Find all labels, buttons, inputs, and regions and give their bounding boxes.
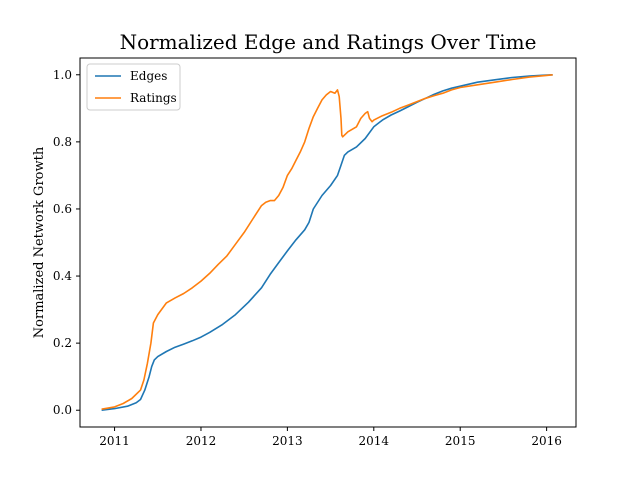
chart-title: Normalized Edge and Ratings Over Time (120, 30, 537, 54)
y-tick-label: 0.8 (53, 135, 72, 149)
y-tick-label: 0.4 (53, 269, 72, 283)
plot-frame (79, 57, 577, 428)
x-tick-label: 2014 (359, 434, 390, 448)
series-layer (101, 74, 553, 411)
x-tick-label: 2011 (99, 434, 130, 448)
y-tick-label: 1.0 (53, 68, 72, 82)
x-tick-label: 2016 (531, 434, 562, 448)
x-tick-label: 2015 (445, 434, 476, 448)
y-tick-label: 0.2 (53, 336, 72, 350)
series-line-ratings (101, 74, 553, 410)
y-tick-label: 0.6 (53, 202, 72, 216)
x-tick-label: 2013 (272, 434, 303, 448)
axis-ticks: 2011 2012 2013 2014 2015 2016 0.0 0.2 0.4 0.6 0.8 1… (53, 68, 562, 448)
y-tick-label: 0.0 (53, 403, 72, 417)
legend: Edges Ratings (86, 63, 181, 111)
legend-label: Ratings (130, 91, 177, 105)
y-axis-label: Normalized Network Growth (32, 146, 47, 338)
x-tick-label: 2012 (186, 434, 217, 448)
legend-label: Edges (130, 69, 167, 83)
series-line-edges (101, 74, 553, 411)
